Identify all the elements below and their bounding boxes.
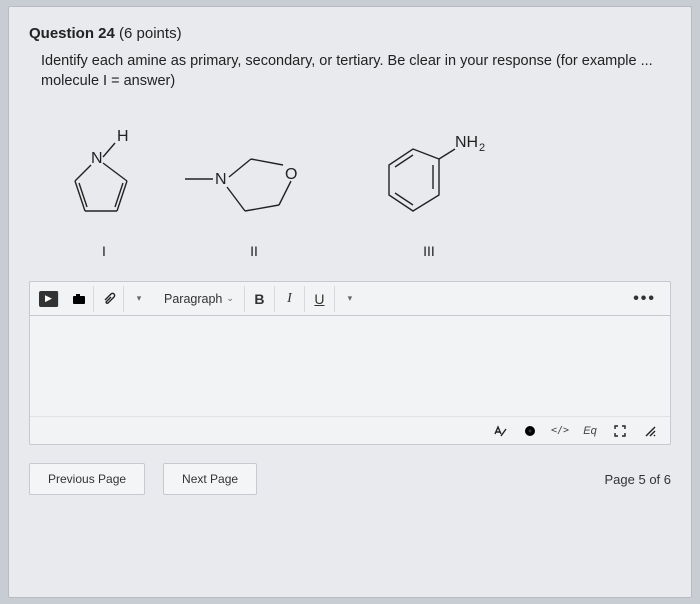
format-dropdown[interactable]: ▾ (335, 286, 365, 312)
paragraph-label: Paragraph (164, 292, 222, 306)
equation-icon[interactable]: Eq (580, 421, 600, 441)
atom-n-label-2: N (215, 171, 227, 188)
media-play-button[interactable]: ▶ (39, 291, 59, 307)
molecule-2: N O II (179, 127, 329, 259)
pagination-row: Previous Page Next Page Page 5 of 6 (29, 463, 671, 495)
question-number: Question 24 (29, 25, 115, 42)
atom-nh2-sub: 2 (479, 142, 485, 154)
chevron-down-icon: ⌄ (226, 293, 234, 304)
paragraph-style-select[interactable]: Paragraph ⌄ (154, 286, 245, 312)
insert-dropdown[interactable]: ▾ (124, 286, 154, 312)
question-title: Question 24 (6 points) (29, 25, 671, 42)
question-panel: Question 24 (6 points) Identify each ami… (8, 6, 692, 598)
question-prompt: Identify each amine as primary, secondar… (29, 52, 671, 91)
accessibility-icon[interactable] (520, 421, 540, 441)
camera-icon[interactable] (64, 286, 94, 312)
more-tools-button[interactable]: ••• (623, 290, 666, 308)
previous-page-button[interactable]: Previous Page (29, 463, 145, 495)
question-points: (6 points) (119, 25, 182, 42)
editor-textarea[interactable] (30, 316, 670, 416)
atom-h-label: H (117, 128, 129, 145)
resize-handle-icon[interactable] (640, 421, 660, 441)
code-view-icon[interactable]: </> (550, 421, 570, 441)
spellcheck-icon[interactable] (490, 421, 510, 441)
molecule-3: NH 2 III (359, 127, 499, 259)
answer-editor: ▶ ▾ Paragraph ⌄ B I U ▾ ••• (29, 281, 671, 445)
molecule-3-label: III (359, 243, 499, 259)
molecule-2-label: II (179, 243, 329, 259)
fullscreen-icon[interactable] (610, 421, 630, 441)
atom-n-label: N (91, 150, 103, 167)
bold-button[interactable]: B (245, 286, 275, 312)
page-indicator: Page 5 of 6 (605, 472, 672, 487)
underline-button[interactable]: U (305, 286, 335, 312)
next-page-button[interactable]: Next Page (163, 463, 257, 495)
molecule-1-label: I (59, 243, 149, 259)
attachment-icon[interactable] (94, 286, 124, 312)
atom-o-label: O (285, 166, 297, 183)
atom-nh2-label: NH (455, 134, 478, 151)
editor-toolbar: ▶ ▾ Paragraph ⌄ B I U ▾ ••• (30, 282, 670, 316)
italic-button[interactable]: I (275, 286, 305, 312)
molecule-1: H N I (59, 127, 149, 259)
molecule-row: H N I N O (29, 109, 671, 259)
editor-footer: </> Eq (30, 416, 670, 444)
